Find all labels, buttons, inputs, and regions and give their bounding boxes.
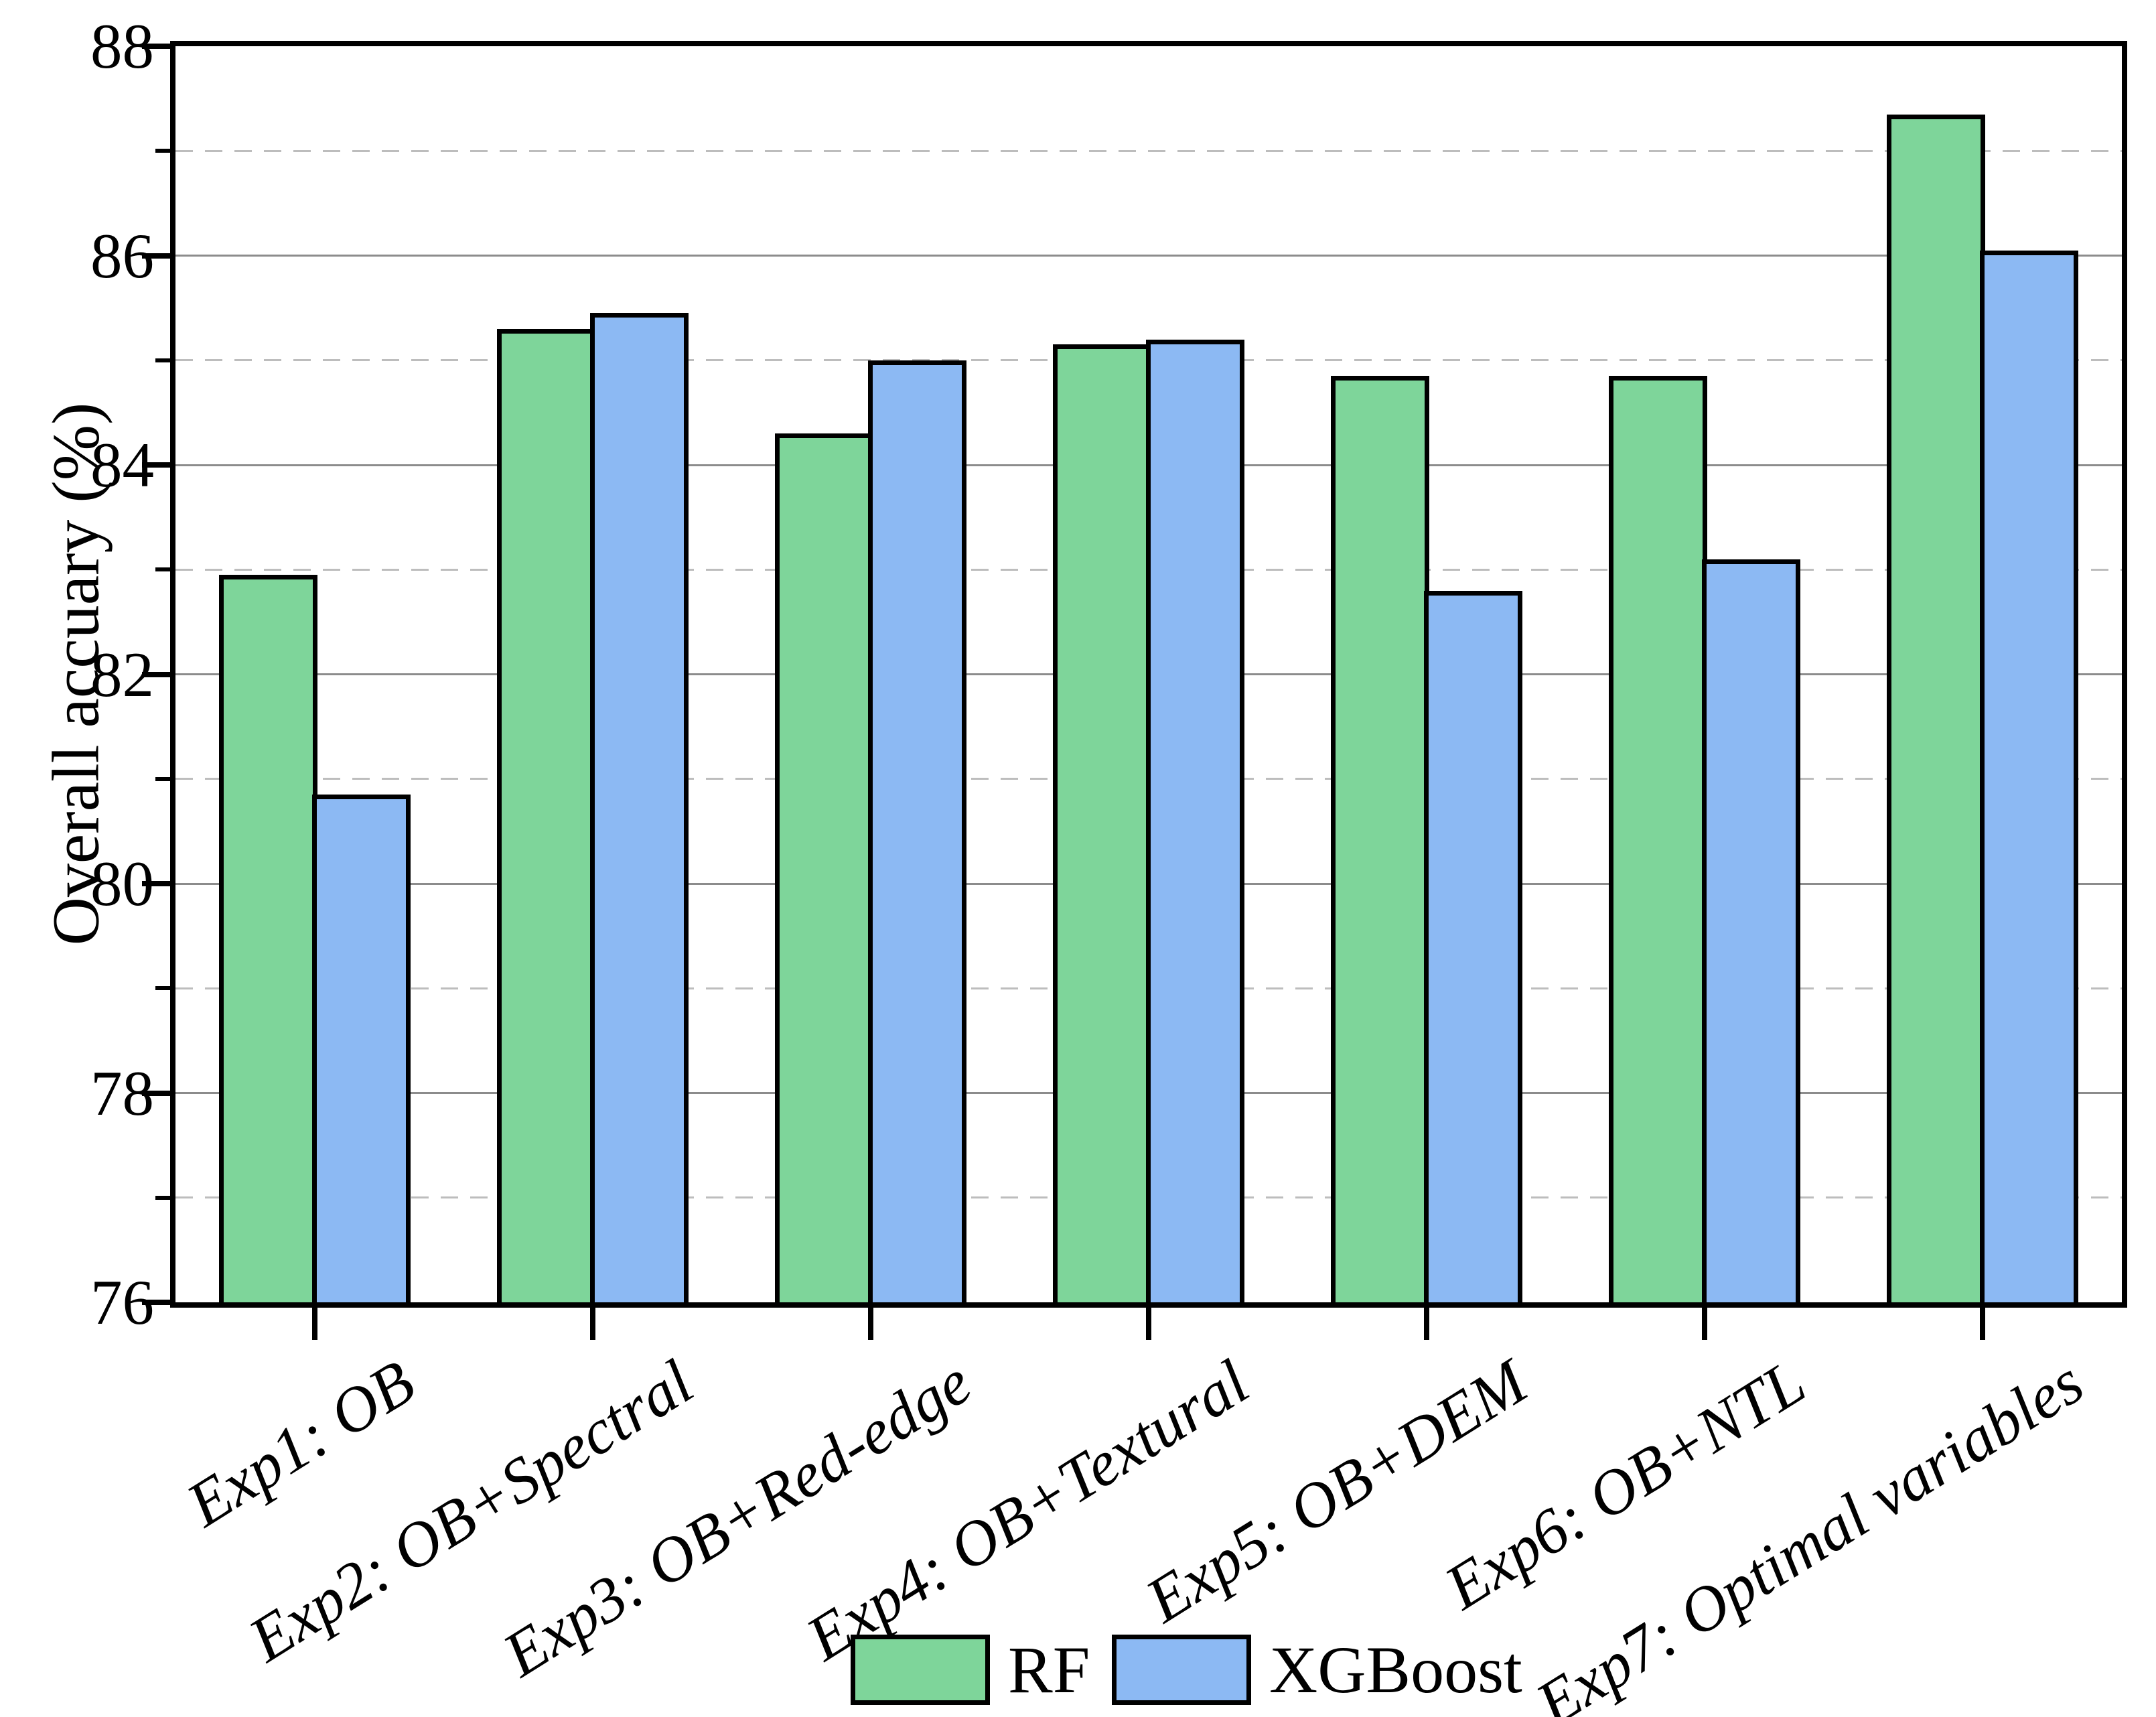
y-tick-78 — [142, 1090, 175, 1096]
legend-swatch-rf — [851, 1635, 990, 1705]
y-tick-76 — [142, 1300, 175, 1305]
bar-xgboost-6 — [1702, 559, 1801, 1308]
y-tick-label-78: 78 — [90, 1057, 154, 1129]
y-minortick-79 — [155, 986, 175, 991]
y-minortick-85 — [155, 358, 175, 362]
y-minortick-81 — [155, 776, 175, 781]
y-tick-88 — [142, 44, 175, 49]
bar-rf-5 — [1331, 376, 1430, 1308]
bar-xgboost-5 — [1424, 590, 1523, 1308]
x-category-label-2: Exp2: OB+Spectral — [236, 1346, 705, 1675]
y-tick-label-88: 88 — [90, 11, 154, 82]
y-tick-label-84: 84 — [90, 429, 154, 500]
x-tick-2 — [589, 1302, 595, 1340]
y-tick-label-76: 76 — [90, 1267, 154, 1338]
y-tick-80 — [142, 881, 175, 886]
y-tick-label-86: 86 — [90, 220, 154, 291]
y-tick-82 — [142, 671, 175, 677]
legend-label-rf: RF — [1008, 1633, 1090, 1707]
x-tick-3 — [867, 1302, 873, 1340]
y-minortick-77 — [155, 1195, 175, 1200]
bar-rf-2 — [496, 328, 595, 1308]
y-minortick-87 — [155, 149, 175, 153]
bar-xgboost-7 — [1980, 250, 2079, 1308]
bar-xgboost-1 — [311, 795, 411, 1308]
x-category-label-1: Exp1: OB — [175, 1346, 427, 1540]
y-minortick-83 — [155, 567, 175, 572]
y-tick-label-82: 82 — [90, 638, 154, 710]
legend-label-xgboost: XGBoost — [1269, 1633, 1522, 1707]
bar-xgboost-4 — [1146, 339, 1244, 1308]
gridline-major-86 — [175, 255, 2122, 257]
x-tick-1 — [311, 1302, 317, 1340]
gridline-minor-87 — [175, 149, 2122, 152]
y-tick-86 — [142, 253, 175, 259]
x-tick-7 — [1980, 1302, 1986, 1340]
plot-frame — [170, 41, 2127, 1308]
x-tick-4 — [1146, 1302, 1151, 1340]
legend: RF XGBoost — [0, 1627, 2156, 1714]
legend-swatch-xgboost — [1112, 1635, 1251, 1705]
bar-rf-6 — [1609, 376, 1708, 1308]
bar-xgboost-2 — [589, 313, 689, 1308]
y-tick-label-80: 80 — [90, 848, 154, 919]
x-tick-5 — [1424, 1302, 1430, 1340]
y-tick-84 — [142, 462, 175, 468]
bar-xgboost-3 — [867, 360, 966, 1308]
x-tick-6 — [1702, 1302, 1708, 1340]
